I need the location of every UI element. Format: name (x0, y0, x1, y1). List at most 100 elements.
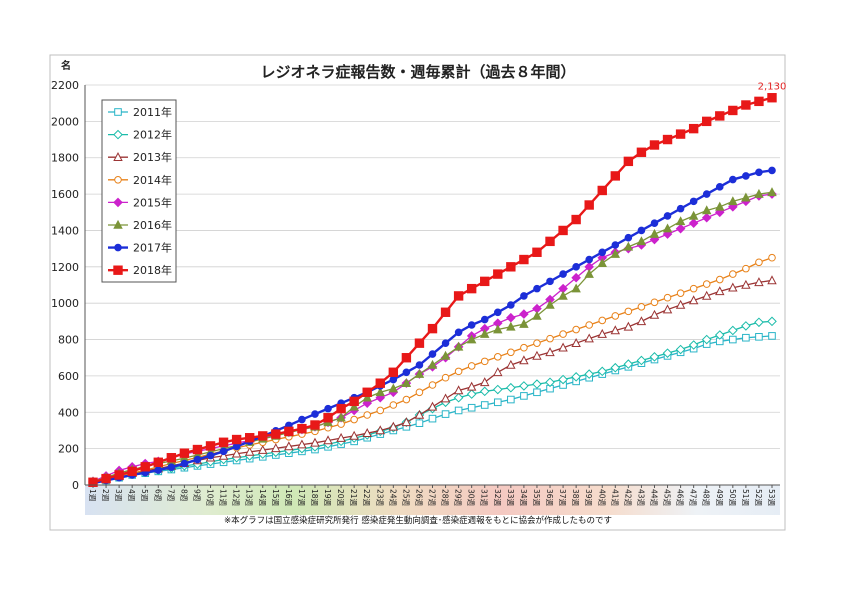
x-tick-label: 42週 (623, 489, 632, 507)
data-point (532, 247, 542, 257)
data-point (507, 348, 515, 357)
data-point (244, 433, 255, 443)
data-point (598, 316, 607, 325)
data-point (271, 443, 281, 453)
data-point (350, 415, 358, 424)
data-point (298, 415, 306, 424)
data-point (715, 275, 724, 284)
data-point (649, 228, 660, 238)
y-tick-label: 0 (72, 479, 79, 492)
data-point (231, 448, 242, 458)
data-point (231, 434, 242, 445)
data-point (454, 406, 463, 415)
data-point (688, 210, 699, 220)
data-point (466, 283, 477, 294)
data-point (532, 310, 542, 320)
x-tick-label: 19週 (323, 489, 332, 507)
data-point (506, 262, 516, 272)
data-point (244, 446, 255, 456)
x-tick-label: 26週 (414, 489, 423, 507)
data-point (441, 410, 450, 418)
y-tick-label: 1800 (51, 152, 79, 165)
legend-label: 2015年 (133, 195, 172, 209)
data-point (546, 334, 554, 343)
data-point (258, 444, 268, 454)
data-point (349, 401, 359, 411)
data-point (206, 451, 215, 460)
data-point (636, 316, 647, 326)
x-tick-label: 27週 (428, 489, 437, 507)
data-point (376, 406, 385, 415)
data-point (310, 420, 320, 430)
data-point (559, 330, 567, 338)
data-point (349, 396, 359, 407)
data-point (662, 223, 673, 233)
data-point (571, 214, 581, 225)
x-tick-label: 40週 (597, 489, 606, 507)
data-point (323, 413, 333, 423)
data-point (414, 409, 425, 419)
data-point (675, 299, 686, 309)
data-point (741, 279, 751, 289)
x-tick-labels: 1週 2週 3週 4週 5週 6週 7週 8週 9週 10週 11週 12週 13週 14週 15週 16週 1… (88, 489, 776, 507)
data-point (636, 147, 647, 157)
x-tick-label: 37週 (558, 489, 567, 507)
data-point (467, 362, 476, 370)
series-2017年 (89, 166, 776, 487)
legend-marker (113, 219, 123, 229)
x-tick-label: 48週 (702, 489, 711, 507)
data-point (258, 431, 268, 441)
data-point (702, 280, 711, 288)
x-tick-label: 36週 (545, 489, 554, 507)
x-tick-label: 20週 (336, 489, 345, 507)
data-point (768, 253, 776, 262)
data-point (637, 303, 646, 311)
data-point (440, 393, 451, 403)
data-point (454, 367, 463, 376)
data-point (493, 308, 502, 317)
x-tick-label: 45週 (663, 489, 672, 507)
data-point (662, 304, 673, 314)
data-point (219, 447, 228, 456)
y-tick-labels: 0 200 400 600 800 1000 1200 1400 1600 1800 2000 220… (51, 79, 79, 492)
data-point (480, 377, 490, 387)
y-tick-label: 1000 (51, 297, 79, 310)
data-point (688, 340, 699, 350)
data-point (349, 430, 359, 440)
data-point (415, 419, 424, 427)
data-point (649, 309, 660, 319)
data-point (532, 379, 542, 389)
data-point (729, 335, 737, 344)
data-point (624, 307, 633, 316)
data-point (427, 359, 438, 369)
x-tick-label: 33週 (506, 489, 515, 507)
x-tick-label: 51週 (741, 489, 750, 507)
data-point (623, 241, 634, 251)
data-point (623, 156, 634, 167)
data-point (519, 254, 529, 265)
data-point (741, 321, 751, 331)
data-point (140, 462, 150, 472)
data-point (388, 367, 399, 377)
x-tick-label: 6週 (153, 489, 162, 502)
data-point (623, 321, 634, 331)
data-point (663, 212, 672, 220)
data-point (428, 414, 437, 423)
data-point (284, 441, 294, 451)
legend-box (101, 99, 177, 283)
data-point (493, 398, 502, 407)
x-tick-label: 10週 (206, 489, 215, 507)
data-point (702, 190, 711, 198)
data-point (154, 466, 163, 474)
data-point (507, 301, 515, 309)
x-tick-label: 2週 (101, 489, 110, 502)
data-point (742, 264, 750, 273)
footnote: ※本グラフは国立感染症研究所発行 感染症発生動向調査･感染症週報をもとに協会が作… (224, 515, 612, 526)
data-point (571, 272, 581, 283)
x-tick-label: 50週 (728, 489, 737, 507)
data-point (689, 284, 698, 293)
x-tick-label: 16週 (284, 489, 293, 507)
legend-marker (113, 197, 123, 208)
data-point (520, 343, 528, 352)
data-point (545, 347, 555, 357)
